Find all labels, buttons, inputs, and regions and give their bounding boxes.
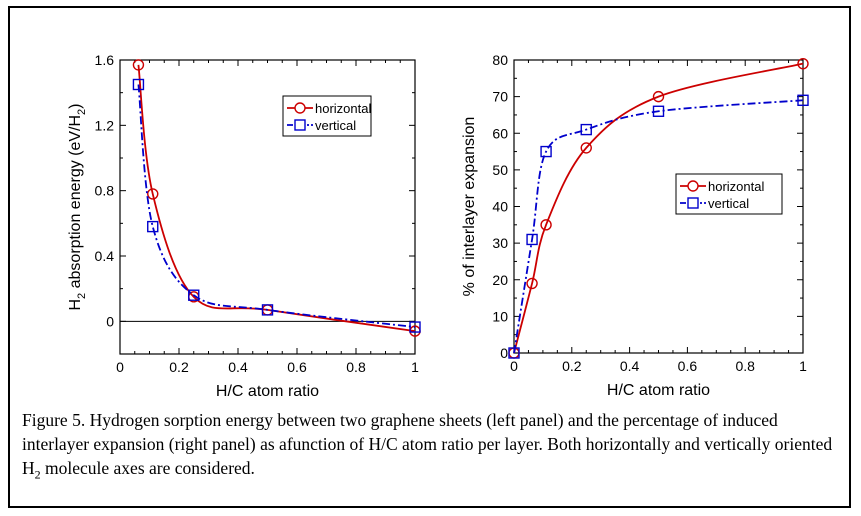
y-tick-label: 40 [492, 199, 508, 215]
x-axis-label: H/C atom ratio [607, 382, 710, 399]
legend: horizontal vertical [282, 95, 372, 137]
y-axis-label: H2 absorption energy (eV/H2) [67, 103, 88, 310]
legend-label-vertical: vertical [315, 118, 356, 133]
data-point-vertical [147, 220, 159, 233]
y-label-part: absorption energy (eV/H [67, 115, 84, 293]
figure-caption: Figure 5. Hydrogen sorption energy betwe… [22, 408, 842, 487]
y-tick-label: 10 [492, 308, 508, 324]
data-point-vertical [652, 105, 665, 117]
y-label-sub: 2 [76, 109, 88, 115]
data-point-horizontal [652, 90, 665, 103]
y-label-part: H [67, 299, 84, 311]
chart-panel-left: 0 0.2 0.4 0.6 0.8 1 0 0.4 0.8 1.2 1.6 H/C atom rati… [67, 52, 421, 400]
data-point-vertical [580, 123, 592, 136]
data-point-vertical [797, 94, 809, 106]
data-point-vertical [526, 233, 538, 246]
legend-label-vertical: vertical [708, 196, 749, 211]
y-tick-label: 1.2 [95, 117, 115, 133]
x-tick-label: 0.8 [735, 358, 755, 374]
y-axis-label: % of interlayer expansion [461, 117, 478, 297]
figure-frame [8, 6, 851, 508]
x-tick-label: 1 [799, 358, 807, 374]
x-tick-label: 0 [116, 359, 124, 375]
data-point-vertical [508, 347, 520, 359]
x-tick-label: 0.6 [678, 358, 698, 374]
x-tick-label: 0.2 [562, 358, 582, 374]
series-line-vertical [137, 84, 416, 328]
y-label-part: ) [67, 103, 84, 108]
series-line-horizontal [137, 64, 416, 333]
x-tick-label: 0.4 [620, 358, 640, 374]
y-tick-label: 0.4 [95, 248, 115, 264]
y-tick-label: 50 [492, 162, 508, 178]
y-tick-label: 70 [492, 89, 508, 105]
x-tick-label: 0.2 [169, 359, 189, 375]
series-line-horizontal [513, 62, 804, 354]
data-point-vertical [261, 304, 274, 316]
caption-text: Figure 5. Hydrogen sorption energy betwe… [22, 410, 833, 478]
y-tick-label: 30 [492, 235, 508, 251]
data-point-horizontal [132, 59, 145, 71]
y-tick-label: 80 [492, 52, 508, 68]
legend-marker-horizontal [687, 180, 699, 192]
legend-label-horizontal: horizontal [315, 101, 371, 116]
caption-subscript: 2 [34, 467, 41, 482]
y-tick-label: 1.6 [95, 52, 115, 68]
x-tick-label: 1 [411, 359, 419, 375]
x-tick-label: 0.8 [346, 359, 366, 375]
y-tick-label: 0.8 [95, 183, 115, 199]
series-line-vertical [513, 99, 804, 354]
legend: horizontal vertical [675, 173, 783, 215]
legend-marker-horizontal [294, 102, 306, 114]
y-tick-label: 0 [106, 313, 114, 329]
x-tick-label: 0.6 [287, 359, 307, 375]
data-point-horizontal [540, 219, 552, 231]
data-point-vertical [132, 78, 145, 91]
data-point-vertical [188, 289, 200, 301]
y-tick-label: 60 [492, 125, 508, 141]
x-axis-label: H/C atom ratio [216, 383, 319, 400]
x-tick-label: 0.4 [228, 359, 248, 375]
legend-marker-vertical [294, 119, 306, 131]
y-tick-label: 0 [500, 345, 508, 361]
y-label-sub: 2 [76, 293, 88, 299]
x-tick-label: 0 [510, 358, 518, 374]
caption-text-end: molecule axes are considered. [40, 458, 255, 478]
legend-marker-vertical [687, 197, 699, 209]
data-point-vertical [540, 145, 552, 158]
legend-label-horizontal: horizontal [708, 179, 764, 194]
data-point-horizontal [580, 142, 592, 154]
y-tick-label: 20 [492, 272, 508, 288]
data-point-horizontal [797, 57, 809, 70]
data-point-vertical [409, 321, 421, 333]
data-point-horizontal [147, 188, 159, 200]
data-point-horizontal [526, 277, 538, 290]
